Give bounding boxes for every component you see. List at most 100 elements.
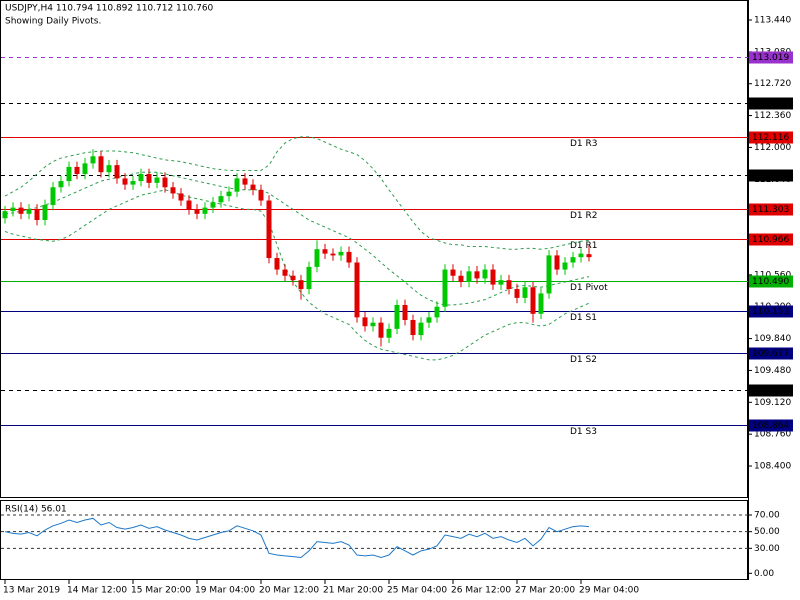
candle-body: [258, 189, 264, 201]
candle-body: [466, 271, 472, 282]
candle-body: [138, 173, 144, 182]
candle-body: [98, 156, 104, 173]
candle-body: [330, 253, 336, 256]
candle-body: [554, 255, 560, 270]
candle-body: [10, 207, 16, 212]
x-tick-label: 20 Mar 12:00: [259, 586, 319, 596]
level-box: [749, 275, 793, 288]
candle-body: [306, 266, 312, 290]
main-pane: [0, 0, 748, 498]
candle-body: [410, 320, 416, 336]
candle-body: [226, 191, 232, 197]
rsi-tick-label: 0.00: [754, 569, 774, 579]
y-tick-label: 108.400: [754, 462, 791, 472]
level-box: [749, 97, 793, 110]
candle-body: [66, 166, 72, 182]
candle-body: [34, 209, 40, 221]
x-tick-label: 27 Mar 20:00: [515, 586, 575, 596]
rsi-label: RSI(14) 56.01: [5, 505, 67, 515]
x-tick-label: 21 Mar 20:00: [323, 586, 383, 596]
candle-body: [570, 257, 576, 263]
candle-body: [234, 178, 240, 192]
level-box: [749, 169, 793, 182]
candle-body: [322, 249, 328, 254]
level-box-label: 109.257: [752, 386, 789, 396]
candle-body: [578, 253, 584, 258]
candle-body: [122, 178, 128, 185]
y-tick-label: 108.760: [754, 430, 791, 440]
band-upper: [4, 136, 590, 250]
level-box: [749, 51, 793, 64]
rsi-line: [4, 517, 590, 559]
candle-body: [202, 207, 208, 214]
level-box: [749, 233, 793, 246]
candle-body: [178, 193, 184, 201]
candle-body: [450, 269, 456, 276]
level-name: D1 S1: [570, 313, 597, 323]
level-box-label: 110.153: [752, 307, 789, 317]
candle-body: [170, 187, 176, 194]
level-box-label: 113.019: [752, 53, 789, 63]
x-tick-label: 14 Mar 12:00: [67, 586, 127, 596]
candle-body: [242, 178, 248, 185]
level-name: D1 R1: [570, 241, 598, 251]
candle-body: [290, 275, 296, 281]
candle-body: [498, 280, 504, 285]
candle-body: [506, 280, 512, 290]
level-name: D1 S3: [570, 427, 597, 437]
candle-body: [474, 271, 480, 279]
candle-body: [562, 262, 568, 270]
candle-body: [186, 200, 192, 210]
level-box-label: 108.864: [752, 421, 789, 431]
candle-body: [338, 251, 344, 256]
level-box: [749, 203, 793, 216]
candle-body: [210, 202, 216, 208]
level-box: [749, 131, 793, 144]
rsi-tick-label: 30.00: [754, 544, 780, 554]
level-box: [749, 419, 793, 432]
level-box-label: 110.490: [752, 277, 789, 287]
level-box-label: 111.691: [752, 171, 789, 181]
candle-body: [514, 289, 520, 298]
candle-body: [442, 269, 448, 307]
y-tick-label: 109.120: [754, 398, 791, 408]
candle-body: [274, 258, 280, 270]
candle-body: [146, 173, 152, 183]
level-box: [749, 347, 793, 360]
level-name: D1 R2: [570, 211, 598, 221]
candle-body: [26, 209, 32, 214]
candle-body: [250, 184, 256, 190]
candle-body: [74, 166, 80, 174]
candle-body: [130, 181, 136, 185]
candle-body: [402, 304, 408, 321]
candle-body: [82, 163, 88, 174]
candle-body: [434, 306, 440, 318]
candle-body: [154, 177, 160, 183]
candle-body: [378, 322, 384, 338]
y-tick-label: 112.000: [754, 143, 791, 153]
candle-body: [90, 156, 96, 164]
level-box: [749, 305, 793, 318]
candle-body: [42, 204, 48, 221]
x-tick-label: 15 Mar 20:00: [131, 586, 191, 596]
y-tick-label: 112.360: [754, 111, 791, 121]
candle-body: [2, 211, 8, 219]
y-tick-label: 113.440: [754, 16, 791, 26]
candle-body: [282, 269, 288, 276]
rsi-tick-label: 70.00: [754, 511, 780, 521]
candle-body: [386, 328, 392, 338]
candle-body: [354, 262, 360, 318]
level-box-label: 110.966: [752, 235, 789, 245]
candle-body: [298, 280, 304, 290]
band-lower: [4, 189, 590, 361]
band-middle: [4, 171, 590, 306]
candle-body: [490, 269, 496, 285]
candle-body: [418, 322, 424, 336]
candle-body: [586, 254, 592, 258]
level-box-label: 112.116: [752, 133, 789, 143]
chart-subtitle: Showing Daily Pivots.: [5, 17, 101, 27]
x-tick-label: 19 Mar 04:00: [195, 586, 255, 596]
candle-body: [546, 255, 552, 294]
level-name: D1 Pivot: [570, 283, 608, 293]
candle-body: [362, 317, 368, 327]
